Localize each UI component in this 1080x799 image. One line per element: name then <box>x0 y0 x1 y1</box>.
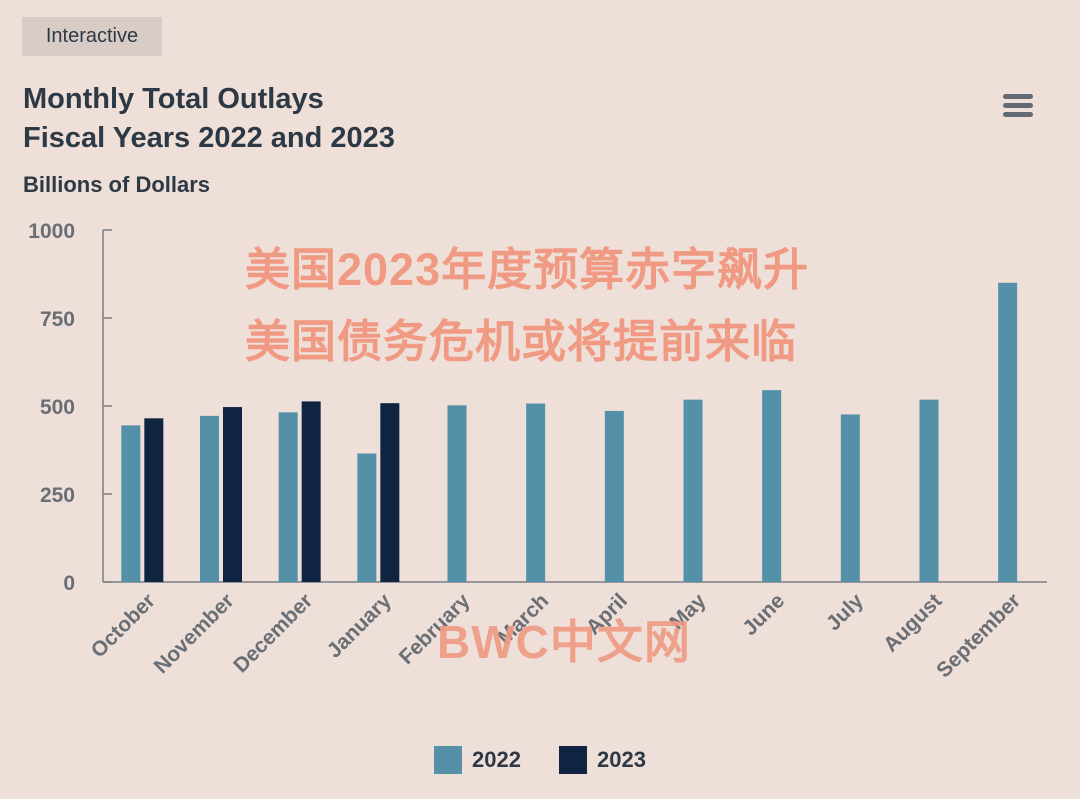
x-tick-label: May <box>665 589 710 634</box>
x-tick-label: December <box>229 589 317 677</box>
legend-item-2023[interactable]: 2023 <box>559 746 646 774</box>
y-tick-label: 250 <box>40 484 75 507</box>
x-tick-label: November <box>150 589 239 678</box>
chart-title-line-1: Monthly Total Outlays <box>23 83 324 115</box>
legend-label-2022: 2022 <box>472 747 521 772</box>
x-tick-label: September <box>932 589 1025 682</box>
hamburger-menu-icon[interactable] <box>1000 90 1036 122</box>
bar-2022-december <box>278 412 298 582</box>
x-tick-label: October <box>87 589 160 662</box>
y-axis-title: Billions of Dollars <box>23 172 211 197</box>
bar-2022-february <box>447 405 467 582</box>
bar-2023-december <box>301 401 321 582</box>
bar-2023-january <box>380 403 400 582</box>
bar-2023-november <box>223 407 242 582</box>
bar-2022-april <box>604 410 624 582</box>
legend-swatch-2022 <box>434 746 463 774</box>
legend-label-2023: 2023 <box>597 747 646 772</box>
interactive-badge: Interactive <box>22 17 162 56</box>
bar-2022-january <box>357 453 377 582</box>
y-tick-label: 500 <box>40 396 75 419</box>
bar-2022-june <box>762 390 782 582</box>
bar-2022-july <box>840 414 860 582</box>
x-tick-label: July <box>822 589 868 635</box>
chart-legend: 2022 2023 <box>0 746 1080 774</box>
bar-2022-march <box>526 403 546 582</box>
legend-item-2022[interactable]: 2022 <box>434 746 521 774</box>
x-tick-label: March <box>493 589 553 649</box>
chart-title: Monthly Total Outlays Fiscal Years 2022 … <box>23 80 395 158</box>
x-tick-label: February <box>395 589 475 669</box>
bar-2022-september <box>998 282 1018 582</box>
chart-title-line-2: Fiscal Years 2022 and 2023 <box>23 122 395 154</box>
x-tick-label: June <box>738 589 789 640</box>
legend-swatch-2023 <box>559 746 587 774</box>
x-tick-label: August <box>879 589 946 656</box>
bar-2023-october <box>144 418 164 582</box>
y-tick-label: 0 <box>63 572 75 595</box>
bar-2022-august <box>919 399 939 582</box>
bar-2022-october <box>121 425 141 582</box>
y-tick-label: 750 <box>40 308 75 331</box>
bar-2022-may <box>683 399 703 582</box>
bar-2022-november <box>200 415 219 582</box>
x-tick-label: April <box>582 589 632 639</box>
x-tick-label: January <box>323 589 396 662</box>
y-tick-label: 1000 <box>28 220 75 243</box>
